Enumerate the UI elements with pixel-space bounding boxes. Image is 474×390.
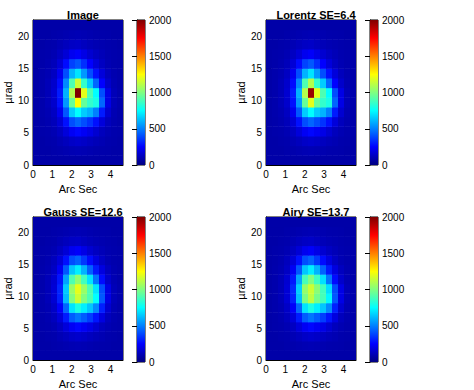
svg-text:µrad: µrad (235, 277, 247, 299)
svg-text:5: 5 (23, 127, 29, 138)
svg-text:10: 10 (251, 291, 263, 302)
svg-text:µrad: µrad (235, 81, 247, 103)
svg-text:1: 1 (50, 169, 56, 180)
svg-text:4: 4 (341, 169, 347, 180)
svg-text:500: 500 (382, 123, 399, 134)
svg-text:500: 500 (149, 320, 166, 331)
svg-text:20: 20 (251, 227, 263, 238)
svg-text:0: 0 (382, 357, 388, 368)
svg-text:Arc Sec: Arc Sec (292, 378, 331, 390)
svg-text:1000: 1000 (149, 87, 172, 98)
svg-text:10: 10 (251, 95, 263, 106)
svg-text:1000: 1000 (382, 87, 405, 98)
svg-text:500: 500 (382, 320, 399, 331)
svg-text:2000: 2000 (382, 15, 405, 26)
svg-text:Image: Image (67, 9, 99, 21)
svg-text:3: 3 (321, 169, 327, 180)
svg-text:1: 1 (283, 169, 289, 180)
svg-text:0: 0 (256, 355, 262, 366)
svg-text:µrad: µrad (2, 81, 14, 103)
svg-text:2000: 2000 (382, 212, 405, 223)
svg-text:1500: 1500 (149, 51, 172, 62)
svg-text:1000: 1000 (382, 284, 405, 295)
svg-text:10: 10 (18, 291, 30, 302)
svg-text:2: 2 (302, 169, 308, 180)
svg-text:10: 10 (18, 95, 30, 106)
svg-text:2000: 2000 (149, 212, 172, 223)
svg-text:1000: 1000 (149, 284, 172, 295)
svg-text:5: 5 (23, 323, 29, 334)
svg-text:15: 15 (251, 259, 263, 270)
svg-text:0: 0 (30, 364, 36, 375)
svg-text:15: 15 (18, 63, 30, 74)
svg-text:Airy SE=13.7: Airy SE=13.7 (283, 206, 350, 218)
svg-text:3: 3 (88, 364, 94, 375)
svg-text:4: 4 (108, 364, 114, 375)
svg-text:2: 2 (69, 364, 75, 375)
svg-text:2: 2 (69, 169, 75, 180)
svg-text:5: 5 (256, 127, 262, 138)
svg-text:1500: 1500 (149, 248, 172, 259)
svg-text:0: 0 (149, 357, 155, 368)
svg-text:0: 0 (382, 160, 388, 171)
svg-text:4: 4 (341, 364, 347, 375)
svg-text:Gauss SE=12.6: Gauss SE=12.6 (43, 206, 122, 218)
svg-text:0: 0 (23, 355, 29, 366)
svg-text:3: 3 (321, 364, 327, 375)
svg-text:µrad: µrad (2, 277, 14, 299)
svg-text:15: 15 (18, 259, 30, 270)
svg-text:500: 500 (149, 123, 166, 134)
svg-text:0: 0 (263, 169, 269, 180)
svg-text:3: 3 (88, 169, 94, 180)
svg-text:Arc Sec: Arc Sec (59, 378, 98, 390)
svg-text:0: 0 (23, 160, 29, 171)
svg-text:Arc Sec: Arc Sec (292, 183, 331, 195)
svg-text:1500: 1500 (382, 51, 405, 62)
svg-text:1500: 1500 (382, 248, 405, 259)
svg-text:1: 1 (283, 364, 289, 375)
svg-text:5: 5 (256, 323, 262, 334)
svg-text:2000: 2000 (149, 15, 172, 26)
svg-text:20: 20 (18, 31, 30, 42)
svg-text:0: 0 (256, 160, 262, 171)
svg-text:0: 0 (30, 169, 36, 180)
svg-text:Lorentz SE=6.4: Lorentz SE=6.4 (276, 9, 356, 21)
svg-text:2: 2 (302, 364, 308, 375)
svg-text:1: 1 (50, 364, 56, 375)
svg-text:20: 20 (18, 227, 30, 238)
svg-text:0: 0 (149, 160, 155, 171)
svg-text:0: 0 (263, 364, 269, 375)
svg-text:20: 20 (251, 31, 263, 42)
svg-text:15: 15 (251, 63, 263, 74)
svg-text:Arc Sec: Arc Sec (59, 183, 98, 195)
svg-text:4: 4 (108, 169, 114, 180)
